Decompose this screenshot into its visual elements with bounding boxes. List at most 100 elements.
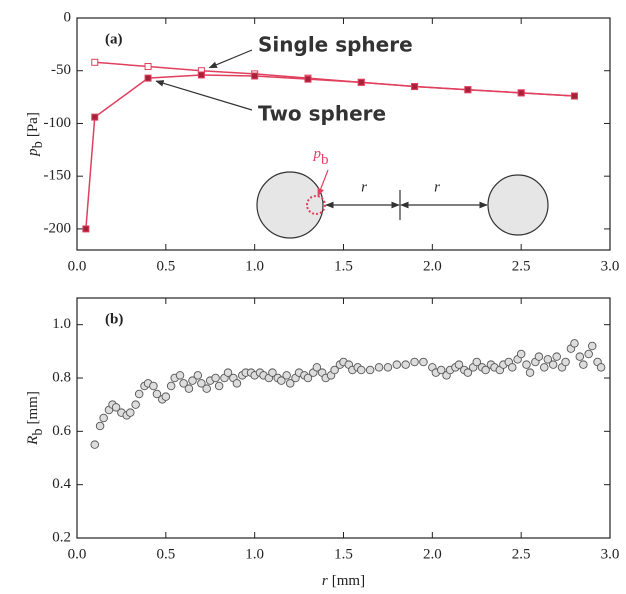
x-tick-label: 0.5 (156, 546, 175, 562)
axis-symbol: p (25, 148, 41, 157)
scatter-point (303, 373, 313, 383)
scatter-point (197, 379, 206, 388)
scatter-point (282, 371, 291, 380)
inset-diagram (256, 169, 549, 239)
scatter-point (277, 376, 286, 385)
scatter-point (548, 360, 558, 369)
point-marker (91, 58, 99, 66)
scatter-point (131, 400, 140, 409)
pressure-symbol: p (313, 146, 322, 162)
scatter-point (579, 360, 588, 369)
scatter-point (419, 357, 428, 367)
scatter-point (95, 421, 105, 431)
x-tick-label: 0.0 (68, 258, 87, 274)
axis-label: r [mm] (322, 573, 365, 589)
point-marker (464, 86, 472, 94)
scatter-point (534, 352, 544, 361)
x-tick-label: 3.0 (601, 546, 620, 562)
scatter-point (410, 357, 419, 367)
x-tick-label: 0.5 (156, 258, 175, 274)
point-marker (357, 78, 365, 86)
scatter-point (522, 360, 531, 369)
scatter-point (188, 376, 197, 385)
scatter-point (463, 368, 473, 377)
distance-label: r (361, 179, 367, 195)
y-tick-label: 0.6 (52, 423, 71, 439)
point-marker (82, 225, 90, 233)
scatter-point (330, 365, 339, 375)
scatter-point (223, 368, 233, 377)
y-tick-label: 1.0 (52, 316, 71, 332)
scatter-point (99, 413, 108, 423)
series-annotation: Single sphere (258, 33, 413, 57)
point-marker (91, 113, 99, 121)
scatter-point (575, 352, 585, 361)
scatter-point (552, 352, 561, 361)
scatter-point (383, 363, 393, 372)
point-marker (304, 75, 312, 83)
pressure-subscript: b (321, 152, 329, 168)
axis-symbol: R (25, 436, 41, 446)
sphere (487, 174, 549, 236)
distance-label: r (434, 179, 440, 195)
axis-subscript: b (30, 429, 46, 436)
point-marker (144, 63, 152, 71)
probe-region (306, 195, 326, 215)
scatter-point (134, 389, 144, 399)
scatter-point (401, 360, 410, 369)
scatter-point (126, 408, 135, 417)
annotation-arrow (155, 80, 253, 111)
point-marker (251, 72, 259, 80)
y-tick-label: -200 (44, 220, 72, 236)
scatter-point (516, 349, 526, 359)
scatter-point (211, 373, 220, 383)
axis-unit: [mm] (25, 391, 41, 424)
x-tick-label: 2.5 (512, 546, 531, 562)
scatter-point (175, 371, 185, 380)
x-tick-label: 1.0 (245, 546, 264, 562)
scatter-point (481, 365, 490, 375)
scatter-point (179, 379, 188, 388)
scatter-point (472, 357, 482, 367)
scatter-point (392, 360, 402, 369)
x-tick-label: 2.5 (512, 258, 531, 274)
scatter-point (149, 381, 158, 391)
scatter-point (90, 440, 100, 449)
scatter-point (357, 365, 366, 375)
point-marker (411, 83, 419, 91)
x-tick-label: 2.0 (423, 258, 442, 274)
y-tick-label: -100 (44, 115, 72, 131)
x-tick-label: 0.0 (68, 546, 87, 562)
scatter-point (587, 341, 597, 351)
x-tick-label: 2.0 (423, 546, 442, 562)
x-tick-label: 1.5 (334, 546, 353, 562)
axis-label: pb [Pa] (25, 112, 46, 157)
inset-pressure-label: pb (313, 146, 329, 168)
scatter-point (454, 360, 464, 369)
plot-frame (76, 297, 611, 539)
sphere (256, 171, 324, 239)
annotation-arrow (208, 49, 253, 69)
scatter-point (232, 379, 242, 388)
scatter-point (374, 363, 384, 372)
scatter-point (193, 371, 203, 380)
probe-arrow (317, 169, 329, 197)
scatter-point (214, 381, 224, 391)
scatter-point (508, 363, 517, 372)
point-marker (144, 74, 152, 82)
axis-symbol: r (322, 573, 328, 589)
point-marker (570, 92, 578, 100)
scatter-point (285, 379, 295, 388)
y-tick-label: -50 (51, 62, 71, 78)
scatter-point (202, 384, 211, 393)
y-tick-label: -150 (44, 168, 72, 184)
scatter-point (152, 389, 162, 399)
point-marker (197, 71, 205, 79)
scatter-point (584, 349, 593, 359)
scatter-point (561, 357, 570, 367)
scatter-point (596, 363, 606, 372)
scatter-point (540, 363, 549, 372)
y-tick-label: 0.2 (52, 529, 71, 545)
scatter-point (570, 339, 579, 348)
